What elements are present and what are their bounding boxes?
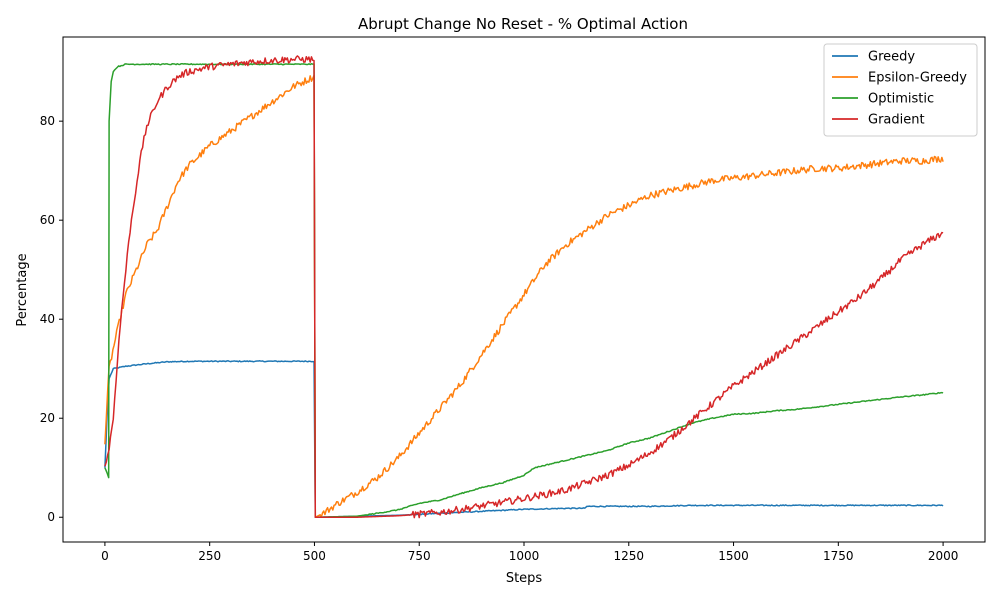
x-axis: 0 250 500 750 1000 1250 1500 1750 2000 [101,542,958,563]
chart-title: Abrupt Change No Reset - % Optimal Actio… [358,15,688,33]
legend: Greedy Epsilon-Greedy Optimistic Gradient [823,43,978,137]
x-axis-label: Steps [506,571,543,586]
x-tick-label: 500 [303,549,326,563]
plot-lines [104,55,944,519]
series-line-gradient [104,55,944,519]
series-line-epsilon-greedy [104,74,944,518]
legend-label-epsilon-greedy: Epsilon-Greedy [868,71,967,86]
legend-label-greedy: Greedy [868,50,915,65]
x-tick-label: 250 [198,549,221,563]
y-tick-label: 60 [40,213,55,227]
legend-label-gradient: Gradient [868,113,925,128]
x-tick-label: 1750 [823,549,854,563]
x-tick-label: 1000 [509,549,540,563]
y-tick-label: 40 [40,312,55,326]
x-tick-label: 750 [408,549,431,563]
series-line-greedy [104,360,944,518]
y-tick-label: 0 [47,510,55,524]
x-tick-label: 2000 [928,549,959,563]
y-tick-label: 80 [40,114,55,128]
y-tick-label: 20 [40,411,55,425]
x-tick-label: 1250 [613,549,644,563]
legend-box [823,43,978,137]
y-axis: 0 20 40 60 80 [40,114,63,524]
x-tick-label: 1500 [718,549,749,563]
legend-label-optimistic: Optimistic [868,92,934,107]
y-axis-label: Percentage [15,253,30,326]
x-tick-label: 0 [101,549,109,563]
